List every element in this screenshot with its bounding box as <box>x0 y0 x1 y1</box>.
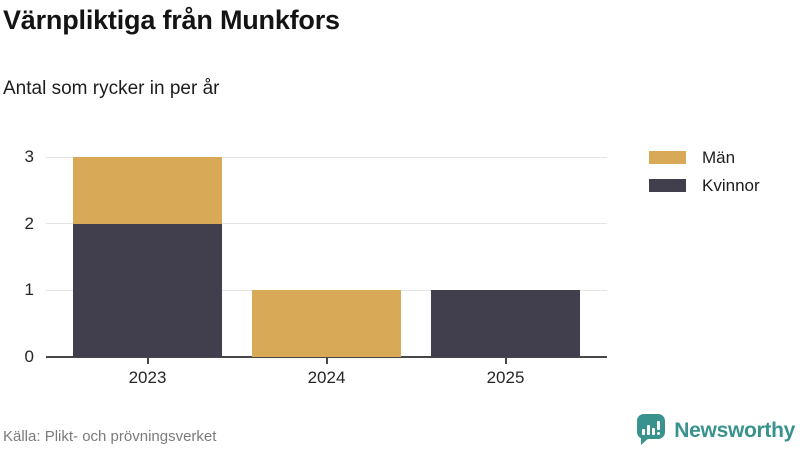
chart-subtitle: Antal som rycker in per år <box>3 78 220 99</box>
y-axis: 0 1 2 3 <box>0 147 34 366</box>
source-text: Källa: Plikt- och prövningsverket <box>3 428 217 445</box>
plot-area <box>46 156 607 364</box>
legend: Män Kvinnor <box>649 148 760 207</box>
x-tick-label-2023: 2023 <box>128 368 167 387</box>
x-tick-label-2025: 2025 <box>486 368 525 387</box>
y-tick-label-3: 3 <box>24 147 34 166</box>
newsworthy-bubble-chart-icon <box>637 414 666 447</box>
gridline-1 <box>46 289 607 291</box>
speech-bubble-tail <box>641 437 651 445</box>
newsworthy-wordmark: Newsworthy <box>674 418 795 442</box>
logo-bar-3 <box>652 428 656 435</box>
bar-segment-kvinnor-2025 <box>431 290 580 357</box>
logo-exclamation <box>657 421 661 435</box>
legend-label-kvinnor: Kvinnor <box>702 175 760 195</box>
chart-title: Värnpliktiga från Munkfors <box>3 5 340 35</box>
bar-segment-man-2023 <box>73 157 222 224</box>
legend-item-kvinnor: Kvinnor <box>649 176 760 195</box>
x-tick-2025 <box>504 358 507 364</box>
x-tick-2023 <box>146 358 149 364</box>
speech-bubble-shape <box>637 414 666 439</box>
logo-bar-1 <box>642 429 646 435</box>
bar-segment-kvinnor-2023 <box>73 223 222 357</box>
legend-swatch-man <box>649 151 686 164</box>
y-tick-label-2: 2 <box>24 213 34 233</box>
legend-label-man: Män <box>702 147 736 167</box>
y-tick-label-1: 1 <box>24 280 34 300</box>
legend-swatch-kvinnor <box>649 179 686 192</box>
logo-bar-2 <box>647 425 651 435</box>
x-tick-2024 <box>325 358 328 364</box>
legend-item-man: Män <box>649 148 760 167</box>
gridline-2 <box>46 223 607 225</box>
y-tick-label-0: 0 <box>24 347 34 366</box>
x-tick-label-2024: 2024 <box>307 368 346 387</box>
gridline-3 <box>46 156 607 158</box>
bar-segment-man-2024 <box>252 290 401 357</box>
newsworthy-logo[interactable]: Newsworthy <box>637 414 795 447</box>
x-axis-baseline <box>46 356 607 358</box>
